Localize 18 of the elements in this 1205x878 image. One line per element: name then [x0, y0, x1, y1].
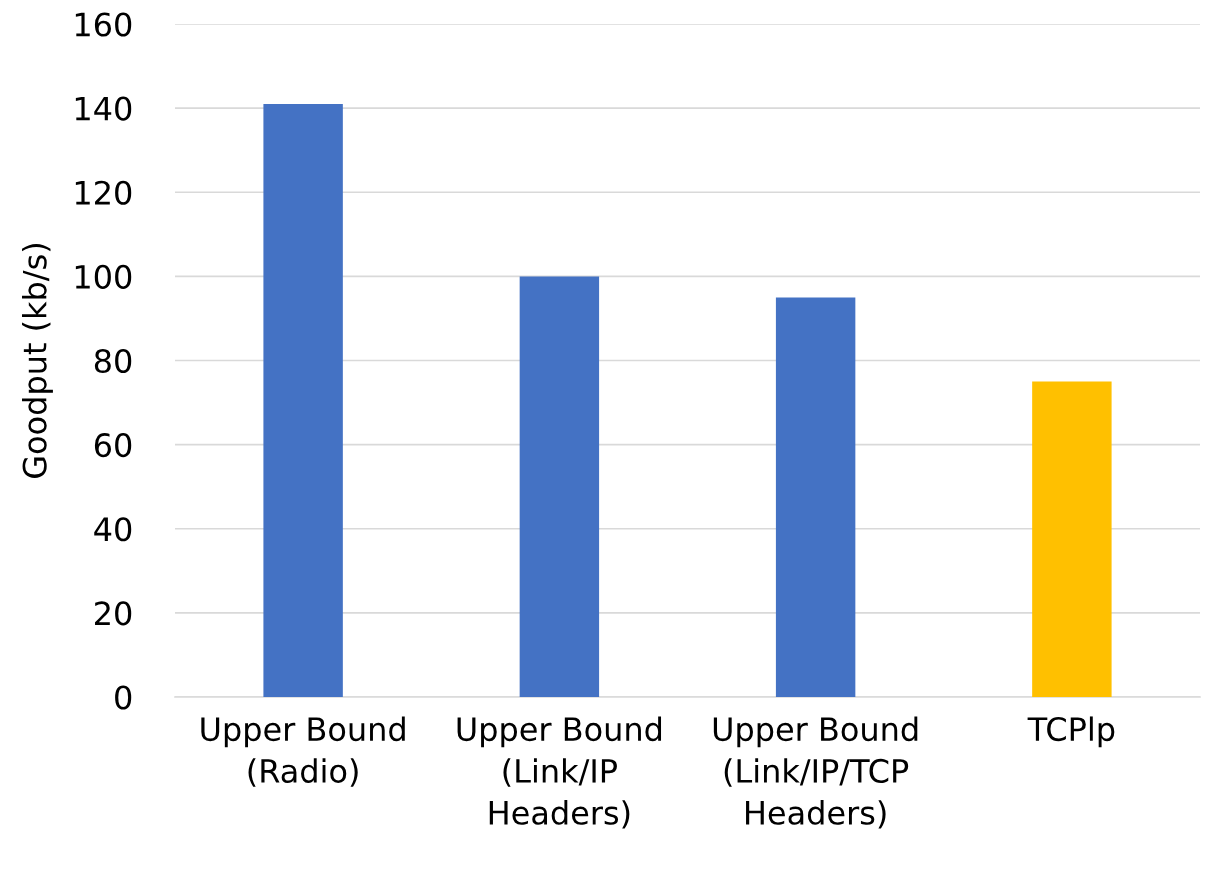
x-tick-label: Upper Bound (Radio) [201, 716, 405, 787]
y-tick-label: 160 [75, 12, 132, 37]
y-tick-label: 140 [75, 96, 132, 121]
x-tick-label: Upper Bound (Link/IP/TCP Headers) [713, 716, 918, 829]
y-axis-title: Goodput (kb/s) [22, 244, 53, 478]
y-tick-label: 20 [95, 601, 132, 626]
bar [1032, 381, 1112, 697]
bar [775, 297, 856, 697]
x-tick-label: TCPlp [1027, 716, 1115, 748]
y-tick-label: 40 [94, 517, 132, 542]
bar [519, 276, 600, 697]
y-tick-label: 100 [75, 264, 132, 289]
bar [263, 103, 343, 697]
y-tick-label: 0 [115, 685, 132, 710]
y-tick-label: 60 [94, 433, 132, 458]
y-tick-label: 80 [94, 348, 132, 374]
x-tick-label: Upper Bound (Link/IP Headers) [457, 716, 662, 829]
y-tick-label: 120 [75, 180, 132, 205]
